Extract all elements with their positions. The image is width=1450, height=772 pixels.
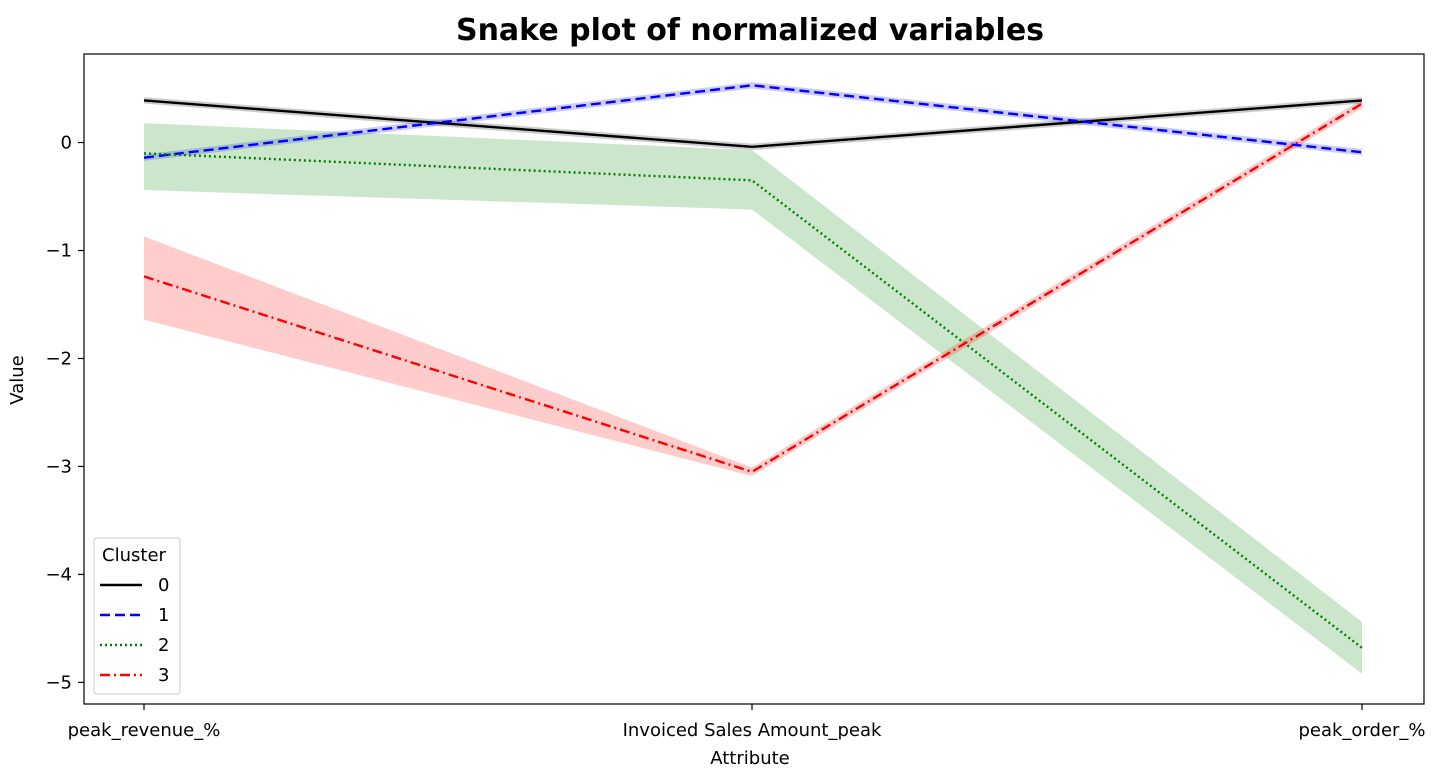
y-tick-label: −2 <box>45 348 72 369</box>
series-lines <box>143 84 1363 649</box>
legend-label-cluster-1: 1 <box>158 605 169 626</box>
series-line-cluster-1 <box>143 84 1363 159</box>
confidence-band-cluster-2 <box>144 123 1362 674</box>
y-tick-label: −3 <box>45 456 72 477</box>
plot-area-frame <box>83 53 1425 705</box>
series-line-cluster-2 <box>143 152 1363 649</box>
y-tick-label: −4 <box>45 564 72 585</box>
legend-label-cluster-0: 0 <box>158 575 169 596</box>
legend-title: Cluster <box>102 545 166 566</box>
confidence-bands <box>144 82 1362 674</box>
y-tick-label: 0 <box>61 133 72 154</box>
x-tick-label: Invoiced Sales Amount_peak <box>623 720 882 741</box>
x-axis-ticks: peak_revenue_% Invoiced Sales Amount_peak… <box>68 704 1426 741</box>
y-axis-ticks: 0 −1 −2 −3 −4 −5 <box>45 133 84 693</box>
confidence-band-cluster-3 <box>144 99 1362 477</box>
y-tick-label: −1 <box>45 241 72 262</box>
y-tick-label: −5 <box>45 672 72 693</box>
legend-label-cluster-2: 2 <box>158 635 169 656</box>
legend: Cluster 0 1 2 3 <box>93 537 181 695</box>
y-axis-label: Value <box>7 355 28 404</box>
x-tick-label: peak_revenue_% <box>68 720 221 741</box>
chart-title: Snake plot of normalized variables <box>456 13 1044 48</box>
x-tick-label: peak_order_% <box>1298 720 1425 741</box>
x-axis-label: Attribute <box>710 748 789 769</box>
series-line-cluster-0 <box>143 99 1363 149</box>
legend-label-cluster-3: 3 <box>158 665 169 686</box>
